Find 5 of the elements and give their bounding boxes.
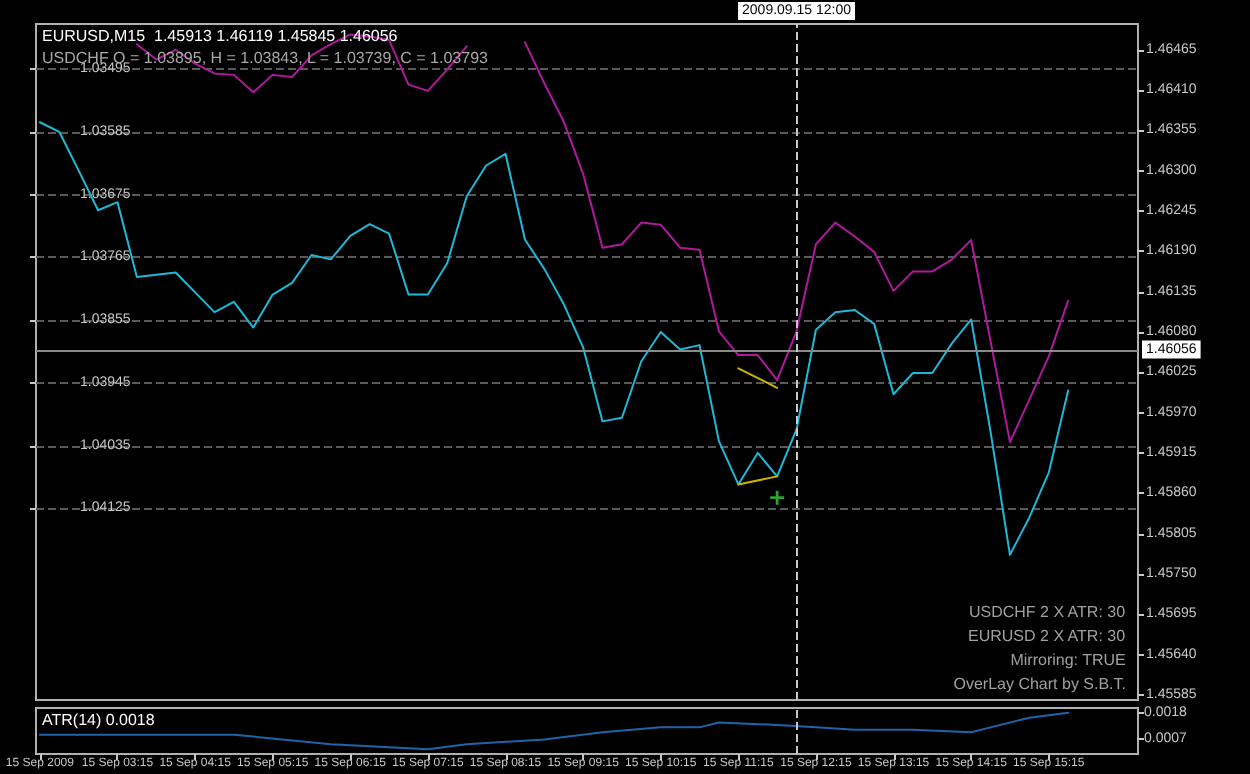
annotation: USDCHF 2 X ATR: 30 xyxy=(968,603,1127,621)
chart-title: ATR(14) 0.0018 xyxy=(42,711,156,729)
annotation: Mirroring: TRUE xyxy=(1010,651,1126,669)
annotation: EURUSD 2 X ATR: 30 xyxy=(968,627,1127,645)
annotation: OverLay Chart by S.B.T. xyxy=(953,675,1127,693)
